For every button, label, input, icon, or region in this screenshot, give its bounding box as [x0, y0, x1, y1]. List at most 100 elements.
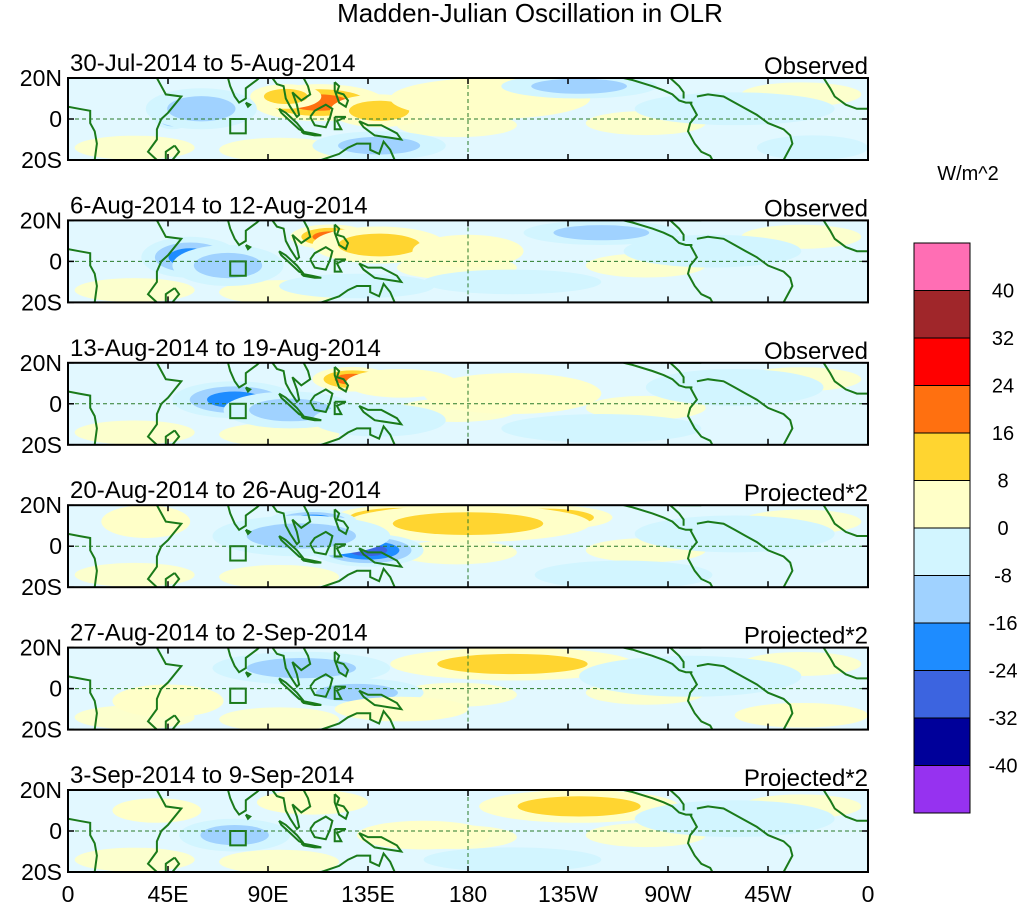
x-tick-label: 135E — [341, 881, 395, 907]
anomaly-contour — [74, 562, 195, 587]
anomaly-contour — [531, 78, 627, 94]
colorbar-label: -40 — [989, 756, 1018, 778]
coastline — [333, 685, 347, 700]
coastline — [244, 386, 252, 394]
coastline — [358, 404, 404, 426]
coastline — [278, 107, 305, 133]
anomaly-contour — [501, 414, 702, 443]
colorbar-swatch — [913, 670, 971, 719]
panel-date-range: 30-Jul-2014 to 5-Aug-2014 — [70, 50, 356, 77]
coastline — [333, 223, 350, 251]
colorbar-swatch — [913, 290, 971, 339]
anomaly-contour — [246, 658, 357, 679]
panel-type-label: Projected*2 — [744, 480, 868, 507]
map-panel: 20N 0 20S 13-Aug-2014 to 19-Aug-2014 Observe… — [20, 335, 869, 458]
coastline — [822, 647, 868, 680]
coastline — [309, 103, 334, 129]
coastline — [686, 244, 714, 303]
anomaly-contour — [734, 702, 868, 728]
coastline — [661, 78, 685, 99]
coastline — [333, 115, 347, 131]
y-tick-label: 0 — [49, 533, 62, 559]
coastline — [822, 78, 868, 110]
coastline — [358, 832, 404, 853]
coastline — [309, 388, 334, 414]
anomaly-contour — [219, 849, 340, 872]
coastline — [164, 429, 181, 445]
colorbar-label: 40 — [992, 281, 1014, 303]
coastline — [333, 650, 350, 678]
coastline — [146, 78, 184, 160]
coastline — [686, 102, 714, 160]
coastline — [333, 508, 350, 536]
coastline — [164, 144, 181, 160]
y-tick-label: 0 — [49, 818, 62, 844]
coastline — [661, 647, 685, 669]
colorbar-swatch — [913, 717, 971, 766]
colorbar-label: -8 — [994, 566, 1012, 588]
coastline — [68, 532, 98, 588]
y-tick-label: 20N — [20, 635, 62, 661]
colorbar-swatch — [913, 337, 971, 386]
anomaly-contour — [579, 655, 802, 697]
anomaly-contour — [585, 395, 706, 420]
coastline — [358, 120, 404, 141]
coastline — [300, 557, 322, 564]
coastline — [822, 362, 868, 395]
coastline — [164, 287, 181, 303]
anomaly-contour — [219, 564, 340, 588]
anomaly-contour — [219, 137, 340, 160]
anomaly-contour — [534, 560, 713, 588]
coastline — [623, 505, 693, 531]
coastline — [300, 272, 322, 279]
y-tick-label: 20N — [20, 492, 62, 518]
coastline — [822, 505, 868, 537]
anomaly-contour — [74, 135, 195, 160]
coastline — [271, 505, 312, 546]
panel-date-range: 6-Aug-2014 to 12-Aug-2014 — [70, 192, 368, 219]
coastline — [686, 814, 714, 872]
coastline — [358, 689, 404, 711]
panels-group: 20N 0 20S 30-Jul-2014 to 5-Aug-2014 Observed… — [20, 50, 869, 885]
colorbar-swatch — [913, 242, 971, 291]
coastline — [333, 828, 347, 843]
coastline — [309, 530, 334, 556]
coastline — [333, 400, 347, 416]
coastline — [320, 709, 396, 730]
colorbar-label: 16 — [992, 423, 1014, 445]
coastline — [68, 817, 98, 872]
coastline — [686, 671, 714, 730]
map-panel: 20N 0 20S 27-Aug-2014 to 2-Sep-2014 Projecte… — [20, 620, 869, 743]
colorbar-swatch — [913, 527, 971, 576]
anomaly-contour — [437, 653, 588, 675]
coastline — [696, 93, 794, 160]
coastline — [244, 101, 252, 109]
anomaly-contour — [392, 512, 544, 536]
coastline — [271, 790, 312, 831]
coastline — [309, 245, 334, 271]
coastline — [300, 415, 322, 422]
y-tick-label: 20S — [21, 717, 62, 743]
colorbar-label: 8 — [997, 471, 1008, 493]
anomaly-contour — [349, 100, 410, 121]
coastline — [278, 535, 305, 560]
coastline — [68, 390, 98, 445]
coastline — [623, 647, 693, 674]
colorbar-label: 0 — [997, 518, 1008, 540]
anomaly-contour — [756, 135, 868, 160]
coastline — [661, 362, 685, 384]
coastline — [271, 220, 312, 261]
panel-date-range: 3-Sep-2014 to 9-Sep-2014 — [70, 762, 354, 789]
anomaly-contour — [423, 269, 602, 295]
panel-type-label: Projected*2 — [744, 765, 868, 792]
colorbar-label: 32 — [992, 328, 1014, 350]
panel-type-label: Observed — [764, 338, 868, 365]
colorbar-label: -24 — [989, 661, 1018, 683]
coastline — [271, 78, 312, 119]
x-tick-label: 0 — [62, 881, 75, 907]
coastline — [696, 520, 794, 588]
anomaly-contour — [219, 422, 340, 445]
anomaly-contour — [634, 800, 835, 838]
x-axis: 0 45E 90E 135E 180 135W 90W 45W 0 — [62, 881, 875, 907]
coastline — [320, 424, 396, 445]
